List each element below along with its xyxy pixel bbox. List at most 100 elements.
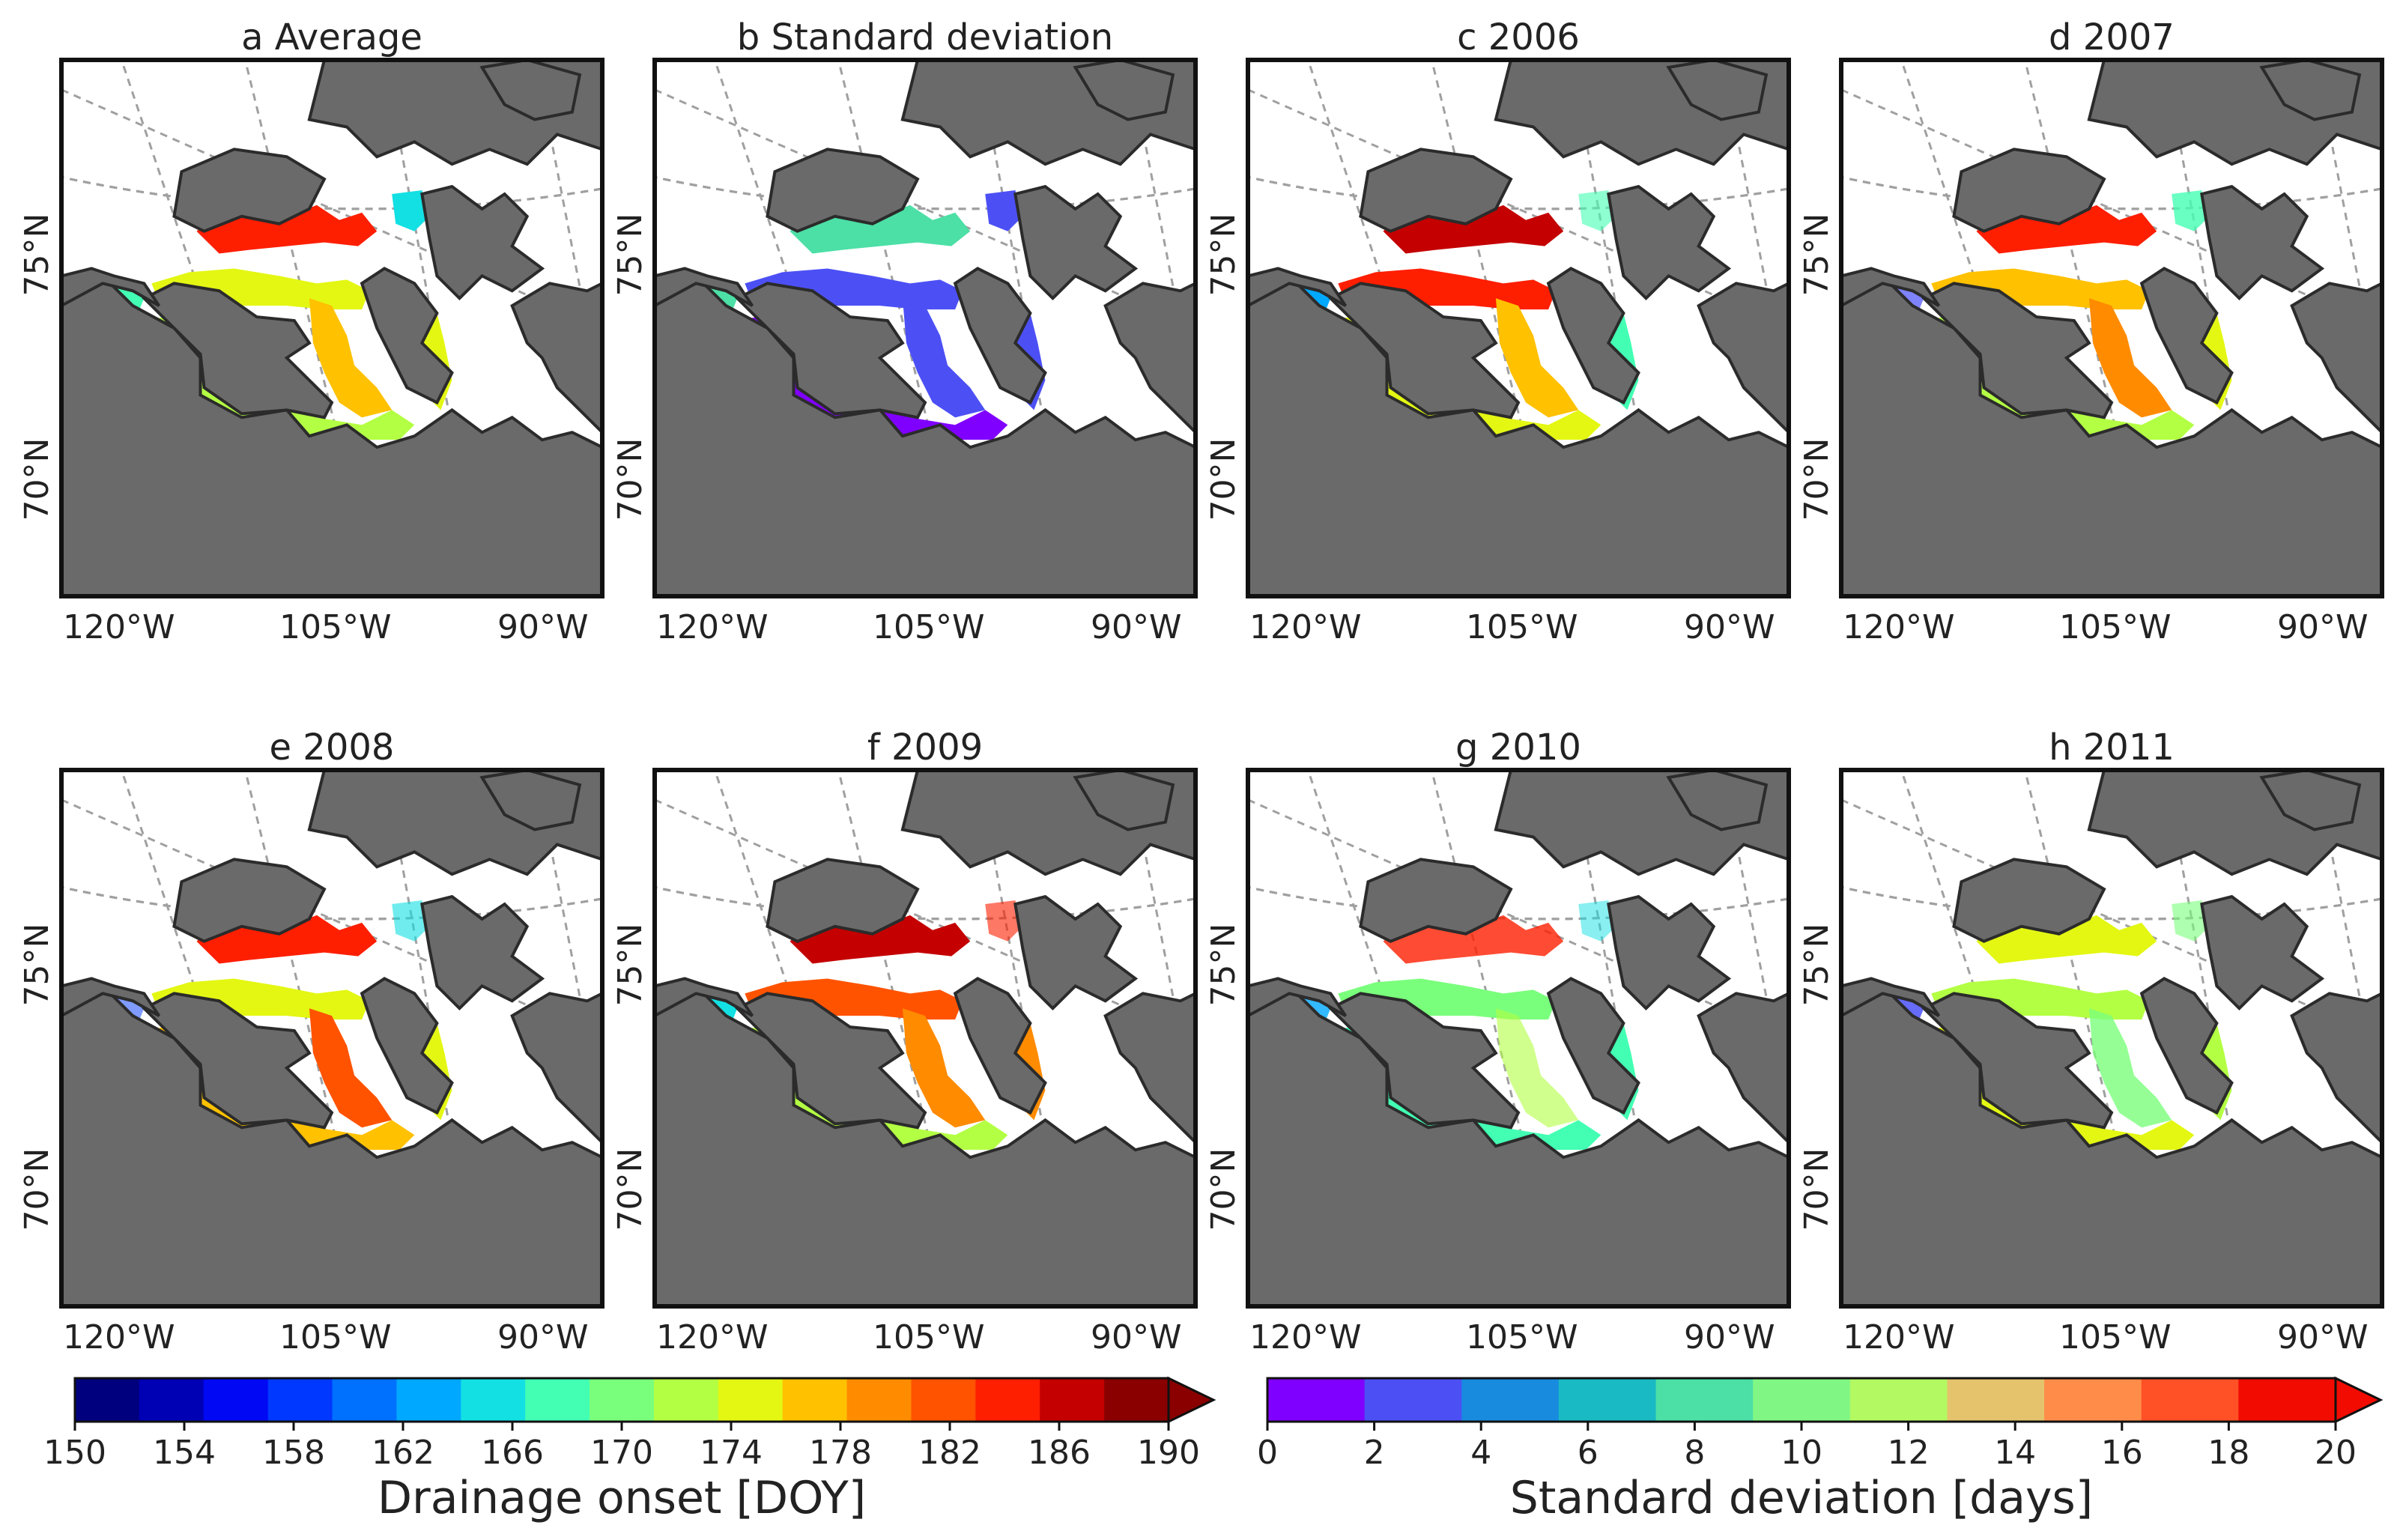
- land-mass: [360, 267, 454, 405]
- drainage-region: [1495, 298, 1579, 418]
- drainage-region: [1578, 900, 1616, 942]
- panel-frame: [652, 768, 1198, 1309]
- colorbar-segment: [1947, 1378, 2046, 1422]
- colorbar-tick-label: 174: [700, 1434, 763, 1472]
- longitude-tick-label: 120°W: [1843, 1318, 1955, 1356]
- colorbar-segment: [1655, 1378, 1754, 1422]
- land-mass: [141, 282, 334, 419]
- land-mass: [953, 977, 1047, 1115]
- latitude-tick-label: 70°N: [1798, 438, 1836, 521]
- longitude-tick-label: 90°W: [1684, 608, 1775, 646]
- colorbar-segment: [1753, 1378, 1851, 1422]
- land-mass: [510, 282, 603, 435]
- colorbar-segment: [653, 1378, 719, 1422]
- colorbar-segment: [1104, 1378, 1169, 1422]
- colorbar-tick-label: 16: [2101, 1434, 2143, 1472]
- drainage-region: [392, 900, 430, 942]
- panel-frame: [58, 768, 605, 1309]
- map-panel-d: d 2007 120°W 105°W 90°W 75°N 70°N: [1798, 16, 2385, 646]
- panel-title: e 2008: [270, 727, 395, 769]
- land-mass: [1073, 770, 1175, 831]
- panel-title: b Standard deviation: [737, 16, 1113, 58]
- drainage-region: [1578, 190, 1616, 231]
- land-mass: [766, 148, 920, 233]
- panel-title: g 2010: [1455, 727, 1581, 769]
- colorbar-segment: [396, 1378, 462, 1422]
- drainage-region: [1495, 1008, 1579, 1128]
- colorbar-tick-label: 182: [918, 1434, 981, 1472]
- map-clip: [1841, 60, 2383, 597]
- map-clip: [61, 60, 603, 597]
- drainage-region: [902, 298, 986, 418]
- map-panel-c: c 2006 120°W 105°W 90°W 75°N 70°N: [1204, 16, 1792, 646]
- land-mass: [2259, 770, 2362, 831]
- longitude-tick-label: 105°W: [279, 1318, 392, 1356]
- latitude-tick-label: 70°N: [1204, 1148, 1243, 1231]
- land-mass: [1327, 992, 1521, 1130]
- longitude-tick-label: 105°W: [1466, 1318, 1578, 1356]
- latitude-tick-label: 70°N: [18, 1148, 56, 1231]
- colorbar-segment: [911, 1378, 977, 1422]
- map-panel-a: a Average 120°W 105°W 90°W 75°N 70°N: [18, 16, 605, 646]
- land-mass: [1921, 282, 2114, 419]
- latitude-tick-label: 75°N: [1204, 924, 1243, 1007]
- land-mass: [61, 267, 161, 308]
- land-mass: [2259, 60, 2362, 121]
- colorbar-segment: [139, 1378, 204, 1422]
- colorbar-extend-arrow: [1167, 1376, 1216, 1424]
- longitude-tick-label: 120°W: [1249, 1318, 1362, 1356]
- land-mass: [953, 267, 1047, 405]
- longitude-tick-label: 90°W: [497, 608, 589, 646]
- drainage-region: [985, 900, 1023, 942]
- land-mass: [1697, 282, 1790, 435]
- land-mass: [1248, 267, 1348, 308]
- land-mass: [2200, 184, 2325, 301]
- longitude-tick-label: 105°W: [873, 608, 985, 646]
- land-mass: [172, 148, 327, 233]
- latitude-tick-label: 75°N: [611, 213, 649, 297]
- latitude-tick-label: 75°N: [1798, 213, 1836, 297]
- map-panel-h: h 2011 120°W 105°W 90°W 75°N 70°N: [1798, 727, 2385, 1356]
- panel-frame: [1838, 58, 2385, 598]
- map-panel-f: f 2009 120°W 105°W 90°W 75°N 70°N: [611, 727, 1198, 1356]
- colorbar-tick-label: 0: [1257, 1434, 1278, 1472]
- colorbar-segment: [1040, 1378, 1106, 1422]
- land-mass: [1103, 992, 1196, 1145]
- colorbar-segment: [1849, 1378, 1948, 1422]
- land-mass: [1607, 184, 1732, 301]
- land-mass: [1103, 282, 1196, 435]
- colorbar-tick-label: 178: [809, 1434, 872, 1472]
- land-mass: [734, 282, 927, 419]
- land-mass: [2139, 977, 2234, 1115]
- panel-title: f 2009: [867, 727, 983, 769]
- map-panel-g: g 2010 120°W 105°W 90°W 75°N 70°N: [1204, 727, 1792, 1356]
- colorbar-tick-label: 20: [2315, 1434, 2357, 1472]
- land-mass: [1359, 858, 1513, 943]
- panel-frame: [1838, 768, 2385, 1309]
- latitude-tick-label: 75°N: [18, 213, 56, 297]
- map-clip: [61, 770, 603, 1307]
- map-body: [1838, 58, 2385, 598]
- colorbar-tick-label: 154: [153, 1434, 216, 1472]
- colorbar-segment: [718, 1378, 784, 1422]
- drainage-region: [392, 190, 430, 231]
- panel-title: c 2006: [1457, 16, 1580, 58]
- colorbar-segment: [1461, 1378, 1560, 1422]
- longitude-tick-label: 120°W: [1249, 608, 1362, 646]
- latitude-tick-label: 75°N: [611, 924, 649, 1007]
- land-mass: [420, 184, 545, 301]
- colorbar-extend-arrow: [2334, 1376, 2384, 1424]
- latitude-tick-label: 75°N: [1204, 213, 1243, 297]
- land-mass: [1546, 267, 1640, 405]
- land-mass: [1841, 977, 1941, 1018]
- map-body: [58, 768, 605, 1309]
- colorbar-segment: [590, 1378, 655, 1422]
- longitude-tick-label: 90°W: [1684, 1318, 1775, 1356]
- colorbar-label: Standard deviation [days]: [1510, 1472, 2093, 1524]
- drainage-region: [902, 1008, 986, 1128]
- land-mass: [510, 992, 603, 1145]
- drainage-region: [2088, 1008, 2172, 1128]
- colorbar-tick-label: 190: [1137, 1434, 1200, 1472]
